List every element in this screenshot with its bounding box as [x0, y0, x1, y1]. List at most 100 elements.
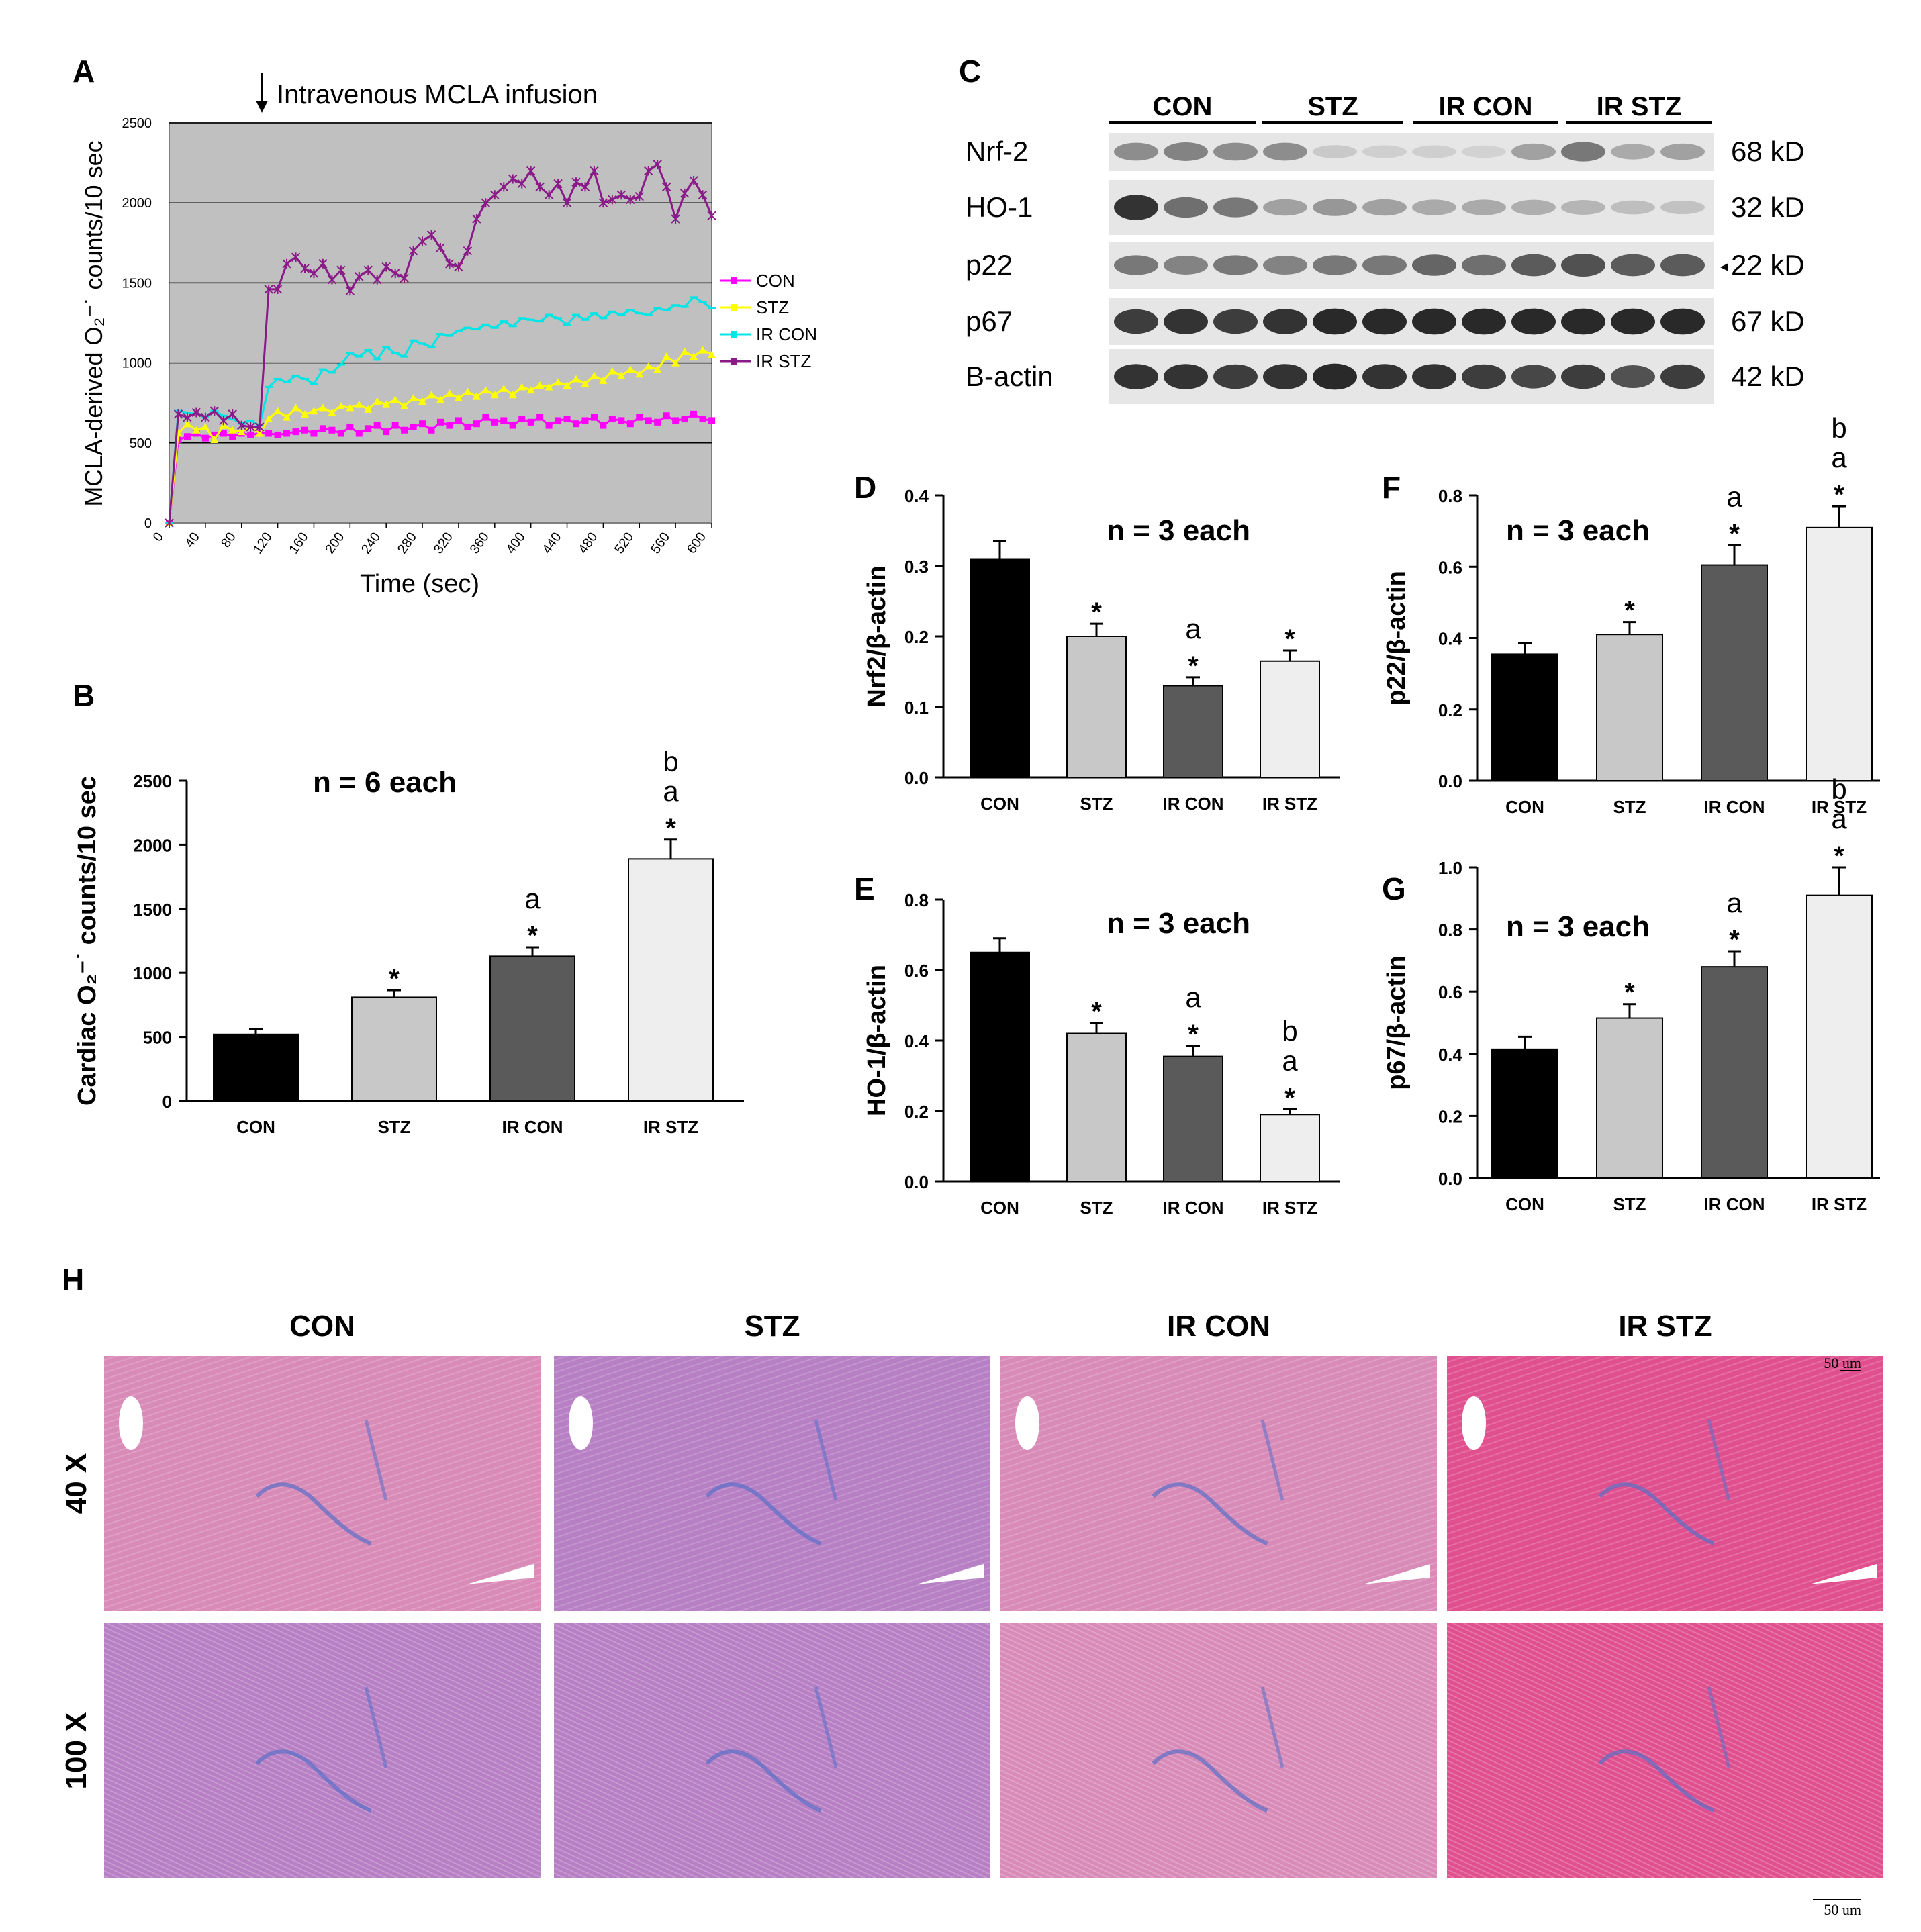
data-point — [383, 428, 390, 436]
data-point — [554, 378, 563, 386]
data-point — [481, 198, 491, 208]
legend-label: CON — [756, 271, 795, 291]
protein-band — [1164, 364, 1208, 389]
data-point — [572, 375, 580, 383]
data-point — [698, 190, 708, 200]
data-point — [618, 417, 625, 424]
data-point — [508, 391, 517, 399]
blot-row-b-actin: B-actin 42 kD — [966, 349, 1805, 404]
series-stz — [165, 346, 716, 526]
legend-marker — [731, 304, 737, 311]
data-point — [274, 431, 281, 438]
bar-con — [970, 558, 1030, 778]
x-tick-label: IR STZ — [1262, 1198, 1317, 1218]
y-tick-label: 0.2 — [1438, 1106, 1462, 1126]
collagen-fibrosis — [1260, 1419, 1284, 1501]
data-point — [454, 262, 463, 272]
protein-band — [1511, 365, 1556, 389]
collagen-fibrosis — [1152, 1749, 1268, 1813]
legend-item: IR CON — [720, 324, 817, 344]
data-point — [464, 423, 471, 430]
data-point — [580, 182, 590, 192]
vessel-lumen — [1462, 1396, 1486, 1450]
bar-ir-con — [1163, 1055, 1223, 1182]
data-point — [310, 407, 318, 415]
protein-label: Nrf-2 — [966, 136, 1028, 167]
protein-band — [1561, 308, 1605, 335]
data-point — [220, 430, 227, 437]
sample-size-note: n = 6 each — [313, 766, 457, 799]
protein-band — [1561, 364, 1605, 389]
y-tick-label: 0.2 — [904, 627, 929, 647]
data-point — [500, 384, 508, 392]
data-point — [526, 386, 535, 394]
y-tick-label: 0.1 — [904, 697, 929, 718]
data-point — [644, 166, 653, 176]
protein-band — [1213, 197, 1258, 218]
data-point — [600, 422, 607, 429]
protein-band — [1412, 308, 1456, 335]
data-point — [671, 358, 680, 367]
data-point — [555, 417, 562, 424]
significance-mark: * — [1624, 978, 1635, 1008]
y-tick-label: 1.0 — [1438, 858, 1462, 878]
protein-band — [1362, 364, 1407, 389]
panel-label-e: E — [854, 871, 875, 906]
molecular-weight-label: 42 kD — [1731, 360, 1805, 392]
y-tick-label: 2000 — [122, 196, 152, 211]
legend-label: IR CON — [756, 324, 817, 344]
y-tick-label: 0.4 — [904, 486, 929, 506]
x-tick-label: 600 — [684, 530, 709, 557]
y-tick-label: 2500 — [122, 116, 152, 131]
x-tick-label: IR CON — [1163, 793, 1224, 814]
data-point — [445, 389, 454, 397]
protein-band — [1462, 364, 1506, 389]
vessel-lumen — [569, 1396, 593, 1450]
collagen-fibrosis — [364, 1686, 388, 1768]
histology-column-label: IR STZ — [1618, 1310, 1712, 1343]
blot-row-ho-1: HO-1 32 kD — [966, 180, 1805, 235]
data-point — [436, 242, 445, 252]
molecular-weight-label: 22 kD — [1731, 249, 1805, 281]
molecular-weight-label: 32 kD — [1731, 191, 1805, 223]
y-tick-label: 0.8 — [1438, 920, 1462, 940]
protein-band — [1362, 308, 1407, 335]
y-tick-label: 0.2 — [1438, 700, 1462, 720]
data-point — [382, 400, 391, 408]
data-point — [229, 433, 236, 440]
protein-band — [1164, 142, 1208, 161]
data-point — [544, 190, 554, 200]
data-point — [345, 286, 355, 296]
y-tick-label: 0 — [162, 1092, 172, 1112]
significance-mark: b — [1831, 412, 1846, 444]
data-point — [645, 417, 652, 424]
protein-band — [1213, 309, 1258, 334]
muscle-fiber-texture — [104, 1356, 541, 1611]
protein-band — [1362, 255, 1407, 275]
data-point — [291, 403, 300, 412]
data-point — [346, 403, 355, 412]
histology-column-label: IR CON — [1167, 1310, 1270, 1343]
data-point — [680, 347, 689, 355]
data-point — [410, 423, 417, 430]
protein-band — [1313, 363, 1357, 390]
legend-item: CON — [720, 271, 795, 291]
sample-size-note: n = 3 each — [1107, 907, 1250, 940]
y-tick-label: 0.4 — [1438, 629, 1463, 649]
y-axis-label: MCLA-derived O₂⁻˙ counts/10 sec — [80, 140, 107, 506]
data-point — [517, 179, 526, 189]
bar-stz — [1066, 1032, 1127, 1182]
data-point — [219, 416, 228, 426]
collagen-fibrosis — [1260, 1686, 1284, 1768]
protein-band — [1511, 199, 1556, 215]
protein-band — [1263, 309, 1307, 334]
x-tick-label: 80 — [218, 530, 239, 550]
data-point — [211, 431, 218, 438]
y-tick-label: 0.4 — [904, 1031, 929, 1051]
data-point — [671, 214, 680, 224]
y-tick-label: 0.6 — [1438, 557, 1462, 577]
data-point — [418, 236, 427, 246]
x-tick-label: IR CON — [502, 1117, 563, 1137]
protein-band — [1462, 145, 1506, 158]
